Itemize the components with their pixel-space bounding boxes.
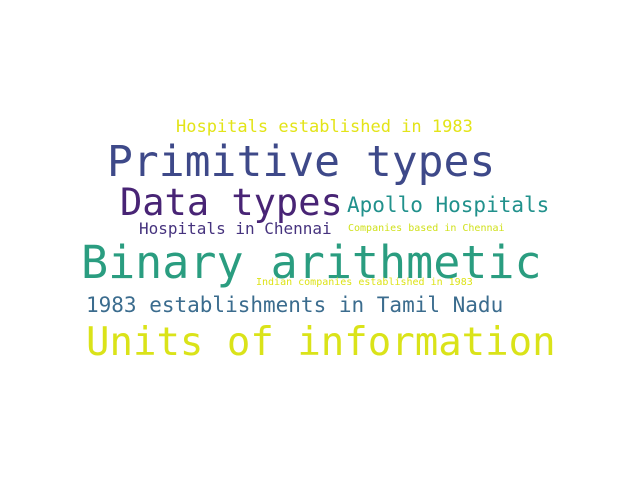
cloud-word: Apollo Hospitals xyxy=(347,193,550,217)
cloud-word: Indian companies established in 1983 xyxy=(256,277,473,288)
cloud-word: Hospitals established in 1983 xyxy=(176,117,473,137)
cloud-word: Hospitals in Chennai xyxy=(139,219,332,238)
cloud-word: Binary arithmetic xyxy=(81,236,542,289)
cloud-word: Primitive types xyxy=(107,137,496,187)
cloud-word: 1983 establishments in Tamil Nadu xyxy=(86,293,504,317)
cloud-word: Companies based in Chennai xyxy=(348,223,505,234)
cloud-word: Units of information xyxy=(86,320,556,365)
cloud-word: Data types xyxy=(120,181,343,224)
